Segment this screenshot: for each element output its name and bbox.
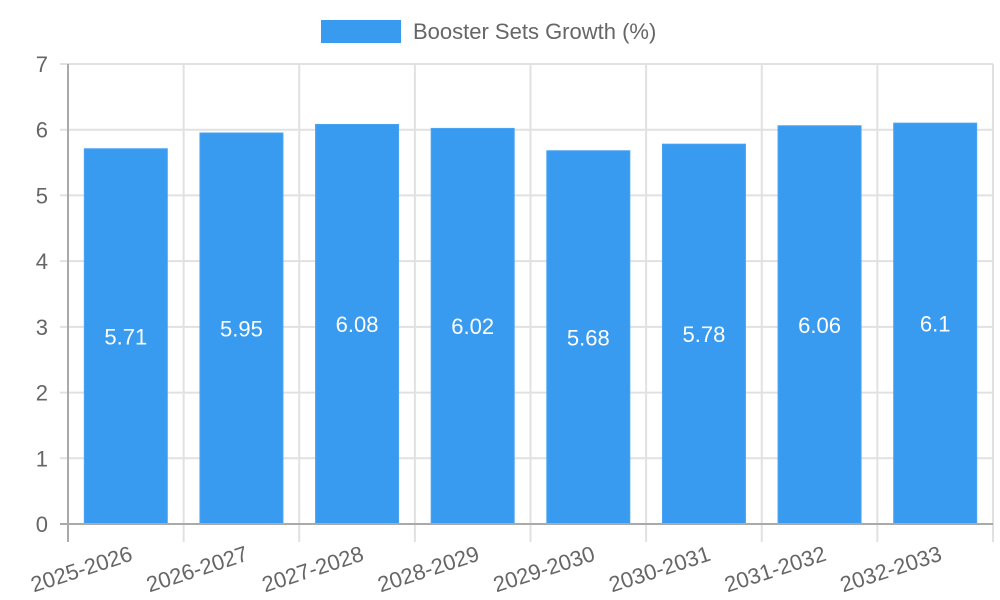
x-tick-label: 2028-2029 — [374, 541, 482, 597]
y-tick-label: 0 — [36, 512, 48, 537]
bar-rect[interactable] — [893, 122, 978, 525]
x-tick-label: 2027-2028 — [259, 541, 367, 597]
bar-rect[interactable] — [661, 143, 746, 525]
bar-2025-2026[interactable]: 5.71 — [83, 148, 168, 525]
y-tick-label: 4 — [36, 249, 48, 274]
bars: 5.71 5.95 6.08 6.02 5.68 5.78 6.06 6.1 — [83, 122, 978, 525]
y-tick-label: 5 — [36, 183, 48, 208]
x-tick-label: 2030-2031 — [606, 541, 714, 597]
y-tick-label: 6 — [36, 118, 48, 143]
bar-value-label: 6.02 — [451, 314, 494, 339]
bar-value-label: 5.78 — [683, 322, 726, 347]
bar-value-label: 5.68 — [567, 325, 610, 350]
bar-2027-2028[interactable]: 6.08 — [315, 123, 400, 525]
legend[interactable]: Booster Sets Growth (%) — [321, 19, 656, 44]
bar-value-label: 6.08 — [336, 312, 379, 337]
bar-rect[interactable] — [546, 150, 631, 525]
bar-rect[interactable] — [199, 132, 284, 525]
x-tick-label: 2029-2030 — [490, 541, 598, 597]
bar-2028-2029[interactable]: 6.02 — [430, 127, 515, 525]
bar-rect[interactable] — [777, 125, 862, 525]
x-tick-label: 2031-2032 — [721, 541, 829, 597]
bar-value-label: 5.71 — [104, 324, 147, 349]
bar-rect[interactable] — [83, 148, 168, 525]
bar-2029-2030[interactable]: 5.68 — [546, 150, 631, 525]
y-tick-label: 7 — [36, 52, 48, 77]
y-tick-label: 3 — [36, 315, 48, 340]
bar-value-label: 5.95 — [220, 317, 263, 342]
legend-swatch — [321, 20, 401, 43]
x-tick-label: 2026-2027 — [143, 541, 251, 597]
x-tick-label: 2025-2026 — [28, 541, 136, 597]
bar-2031-2032[interactable]: 6.06 — [777, 125, 862, 525]
bar-2032-2033[interactable]: 6.1 — [893, 122, 978, 525]
legend-label: Booster Sets Growth (%) — [413, 19, 656, 44]
bar-rect[interactable] — [430, 127, 515, 525]
bar-rect[interactable] — [315, 123, 400, 525]
bar-2026-2027[interactable]: 5.95 — [199, 132, 284, 525]
y-tick-label: 1 — [36, 446, 48, 471]
bar-value-label: 6.06 — [798, 313, 841, 338]
y-tick-label: 2 — [36, 381, 48, 406]
x-tick-label: 2032-2033 — [837, 541, 945, 597]
bar-2030-2031[interactable]: 5.78 — [661, 143, 746, 525]
bar-value-label: 6.1 — [920, 312, 951, 337]
